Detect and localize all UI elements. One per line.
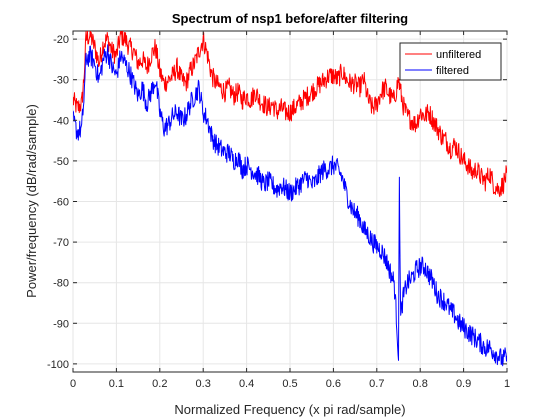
y-axis-label: Power/frequency (dB/rad/sample) [24,104,39,298]
grid-layer [72,31,508,372]
x-tick-label: 0 [70,378,76,390]
series-line-unfiltered [73,31,507,198]
x-tick-label: 0.3 [196,378,211,390]
chart-title: Spectrum of nsp1 before/after filtering [172,11,408,26]
legend-label-unfiltered: unfiltered [436,49,481,61]
x-tick-label: 0.6 [326,378,341,390]
y-tick-label: -90 [53,318,69,330]
y-tick-label: -80 [53,278,69,290]
y-tick-label: -50 [53,156,69,168]
x-axis-label: Normalized Frequency (x pi rad/sample) [174,402,405,417]
y-tick-label: -20 [53,34,69,46]
x-tick-label: 0.2 [152,378,167,390]
series-line-filtered [73,44,507,367]
x-tick-label: 0.9 [456,378,471,390]
x-tick-label: 0.5 [282,378,297,390]
y-tick-label: -100 [47,359,69,371]
series-layer [73,31,507,367]
y-tick-label: -60 [53,197,69,209]
axis-layer: 0 0.1 0.2 0.3 0.4 0.5 0.6 0.7 0.8 0.9 1 -20 -30 -40 -5… [47,31,510,390]
y-tick-label: -30 [53,75,69,87]
x-tick-label: 0.7 [369,378,384,390]
y-tick-label: -40 [53,115,69,127]
legend[interactable]: unfiltered filtered [399,42,502,81]
legend-label-filtered: filtered [436,65,469,77]
plot-area: 0 0.1 0.2 0.3 0.4 0.5 0.6 0.7 0.8 0.9 1 -20 -30 -40 -5… [47,30,510,390]
legend-box [399,42,502,81]
x-tick-label: 0.4 [239,378,254,390]
x-tick-label: 0.8 [413,378,428,390]
x-tick-label: 0.1 [109,378,124,390]
x-tick-label: 1 [504,378,510,390]
y-tick-label: -70 [53,237,69,249]
